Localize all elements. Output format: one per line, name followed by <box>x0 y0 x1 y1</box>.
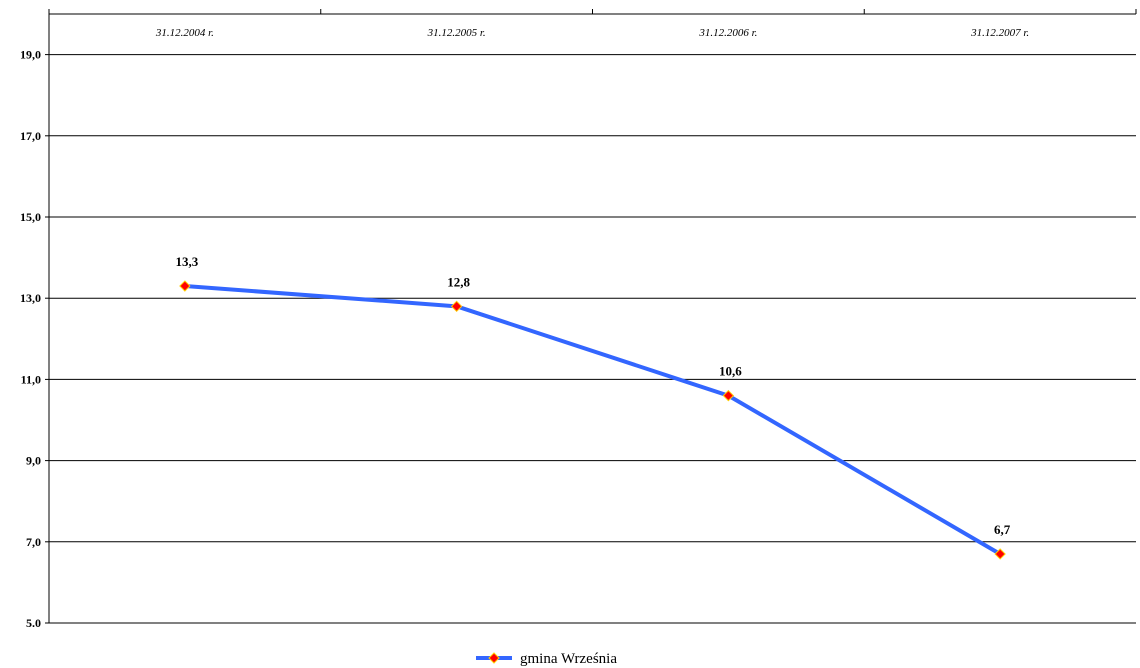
data-point-marker <box>722 389 735 402</box>
x-axis-ticks: 31.12.2004 r. 31.12.2005 r. 31.12.2006 r. 3… <box>48 9 1137 39</box>
x-tick-label: 31.12.2004 r. <box>155 27 214 39</box>
series-line <box>184 284 1002 556</box>
y-tick-label: 19,0 <box>20 48 41 62</box>
y-tick-label: 5.0 <box>26 616 41 630</box>
data-label: 10,6 <box>719 364 742 379</box>
data-point-marker <box>450 300 463 313</box>
y-tick-label: 13,0 <box>20 291 41 305</box>
gridlines <box>49 54 1136 624</box>
data-label: 6,7 <box>994 522 1011 537</box>
legend: gmina Września <box>476 651 617 667</box>
legend-label: gmina Września <box>520 651 617 667</box>
x-tick-label: 31.12.2007 r. <box>970 27 1029 39</box>
data-label: 12,8 <box>447 274 470 289</box>
data-point-marker <box>994 548 1006 560</box>
y-tick-label: 17,0 <box>20 129 41 143</box>
legend-marker-swatch <box>488 652 500 664</box>
y-tick-label: 7,0 <box>26 535 41 549</box>
y-tick-label: 9,0 <box>26 454 41 468</box>
y-axis-ticks: 5.0 7,0 9,0 11,0 13,0 15,0 17,0 19,0 <box>20 48 49 630</box>
x-tick-label: 31.12.2005 r. <box>427 27 486 39</box>
x-tick-label: 31.12.2006 r. <box>698 27 757 39</box>
data-point-marker <box>179 280 191 292</box>
series-group: 13,3 12,8 10,6 6,7 <box>176 254 1011 560</box>
y-tick-label: 15,0 <box>20 210 41 224</box>
data-label: 13,3 <box>176 254 199 269</box>
y-tick-label: 11,0 <box>21 372 41 386</box>
